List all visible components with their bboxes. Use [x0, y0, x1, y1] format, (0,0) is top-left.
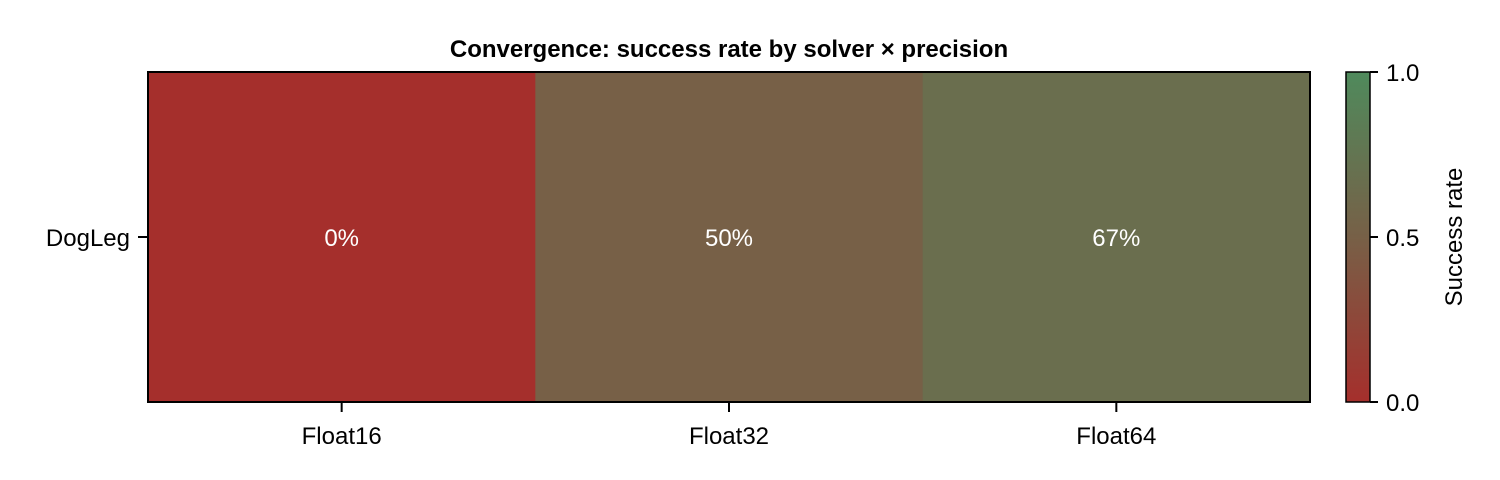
colorbar-tick-label: 1.0: [1386, 60, 1419, 87]
x-axis: Float16 Float32 Float64: [302, 402, 1156, 450]
colorbar: [1345, 71, 1371, 403]
x-tick-label: Float16: [302, 423, 382, 450]
cell-value-label: 0%: [324, 225, 359, 252]
colorbar-label: Success rate: [1441, 168, 1468, 307]
heatmap-cells: 0% 50% 67%: [148, 72, 1311, 402]
heatmap-cell: [922, 72, 1311, 402]
chart-title: Convergence: success rate by solver × pr…: [450, 36, 1008, 63]
x-tick-label: Float64: [1076, 423, 1156, 450]
colorbar-tick-label: 0.0: [1386, 390, 1419, 417]
heatmap-cell: [535, 72, 924, 402]
cell-value-label: 67%: [1092, 225, 1140, 252]
x-tick-label: Float32: [689, 423, 769, 450]
colorbar-axis: 0.0 0.5 1.0: [1370, 60, 1419, 417]
colorbar-tick-label: 0.5: [1386, 225, 1419, 252]
y-axis: DogLeg: [46, 225, 148, 252]
heatmap-cell: [148, 72, 536, 402]
cell-value-label: 50%: [705, 225, 753, 252]
y-tick-label: DogLeg: [46, 225, 130, 252]
